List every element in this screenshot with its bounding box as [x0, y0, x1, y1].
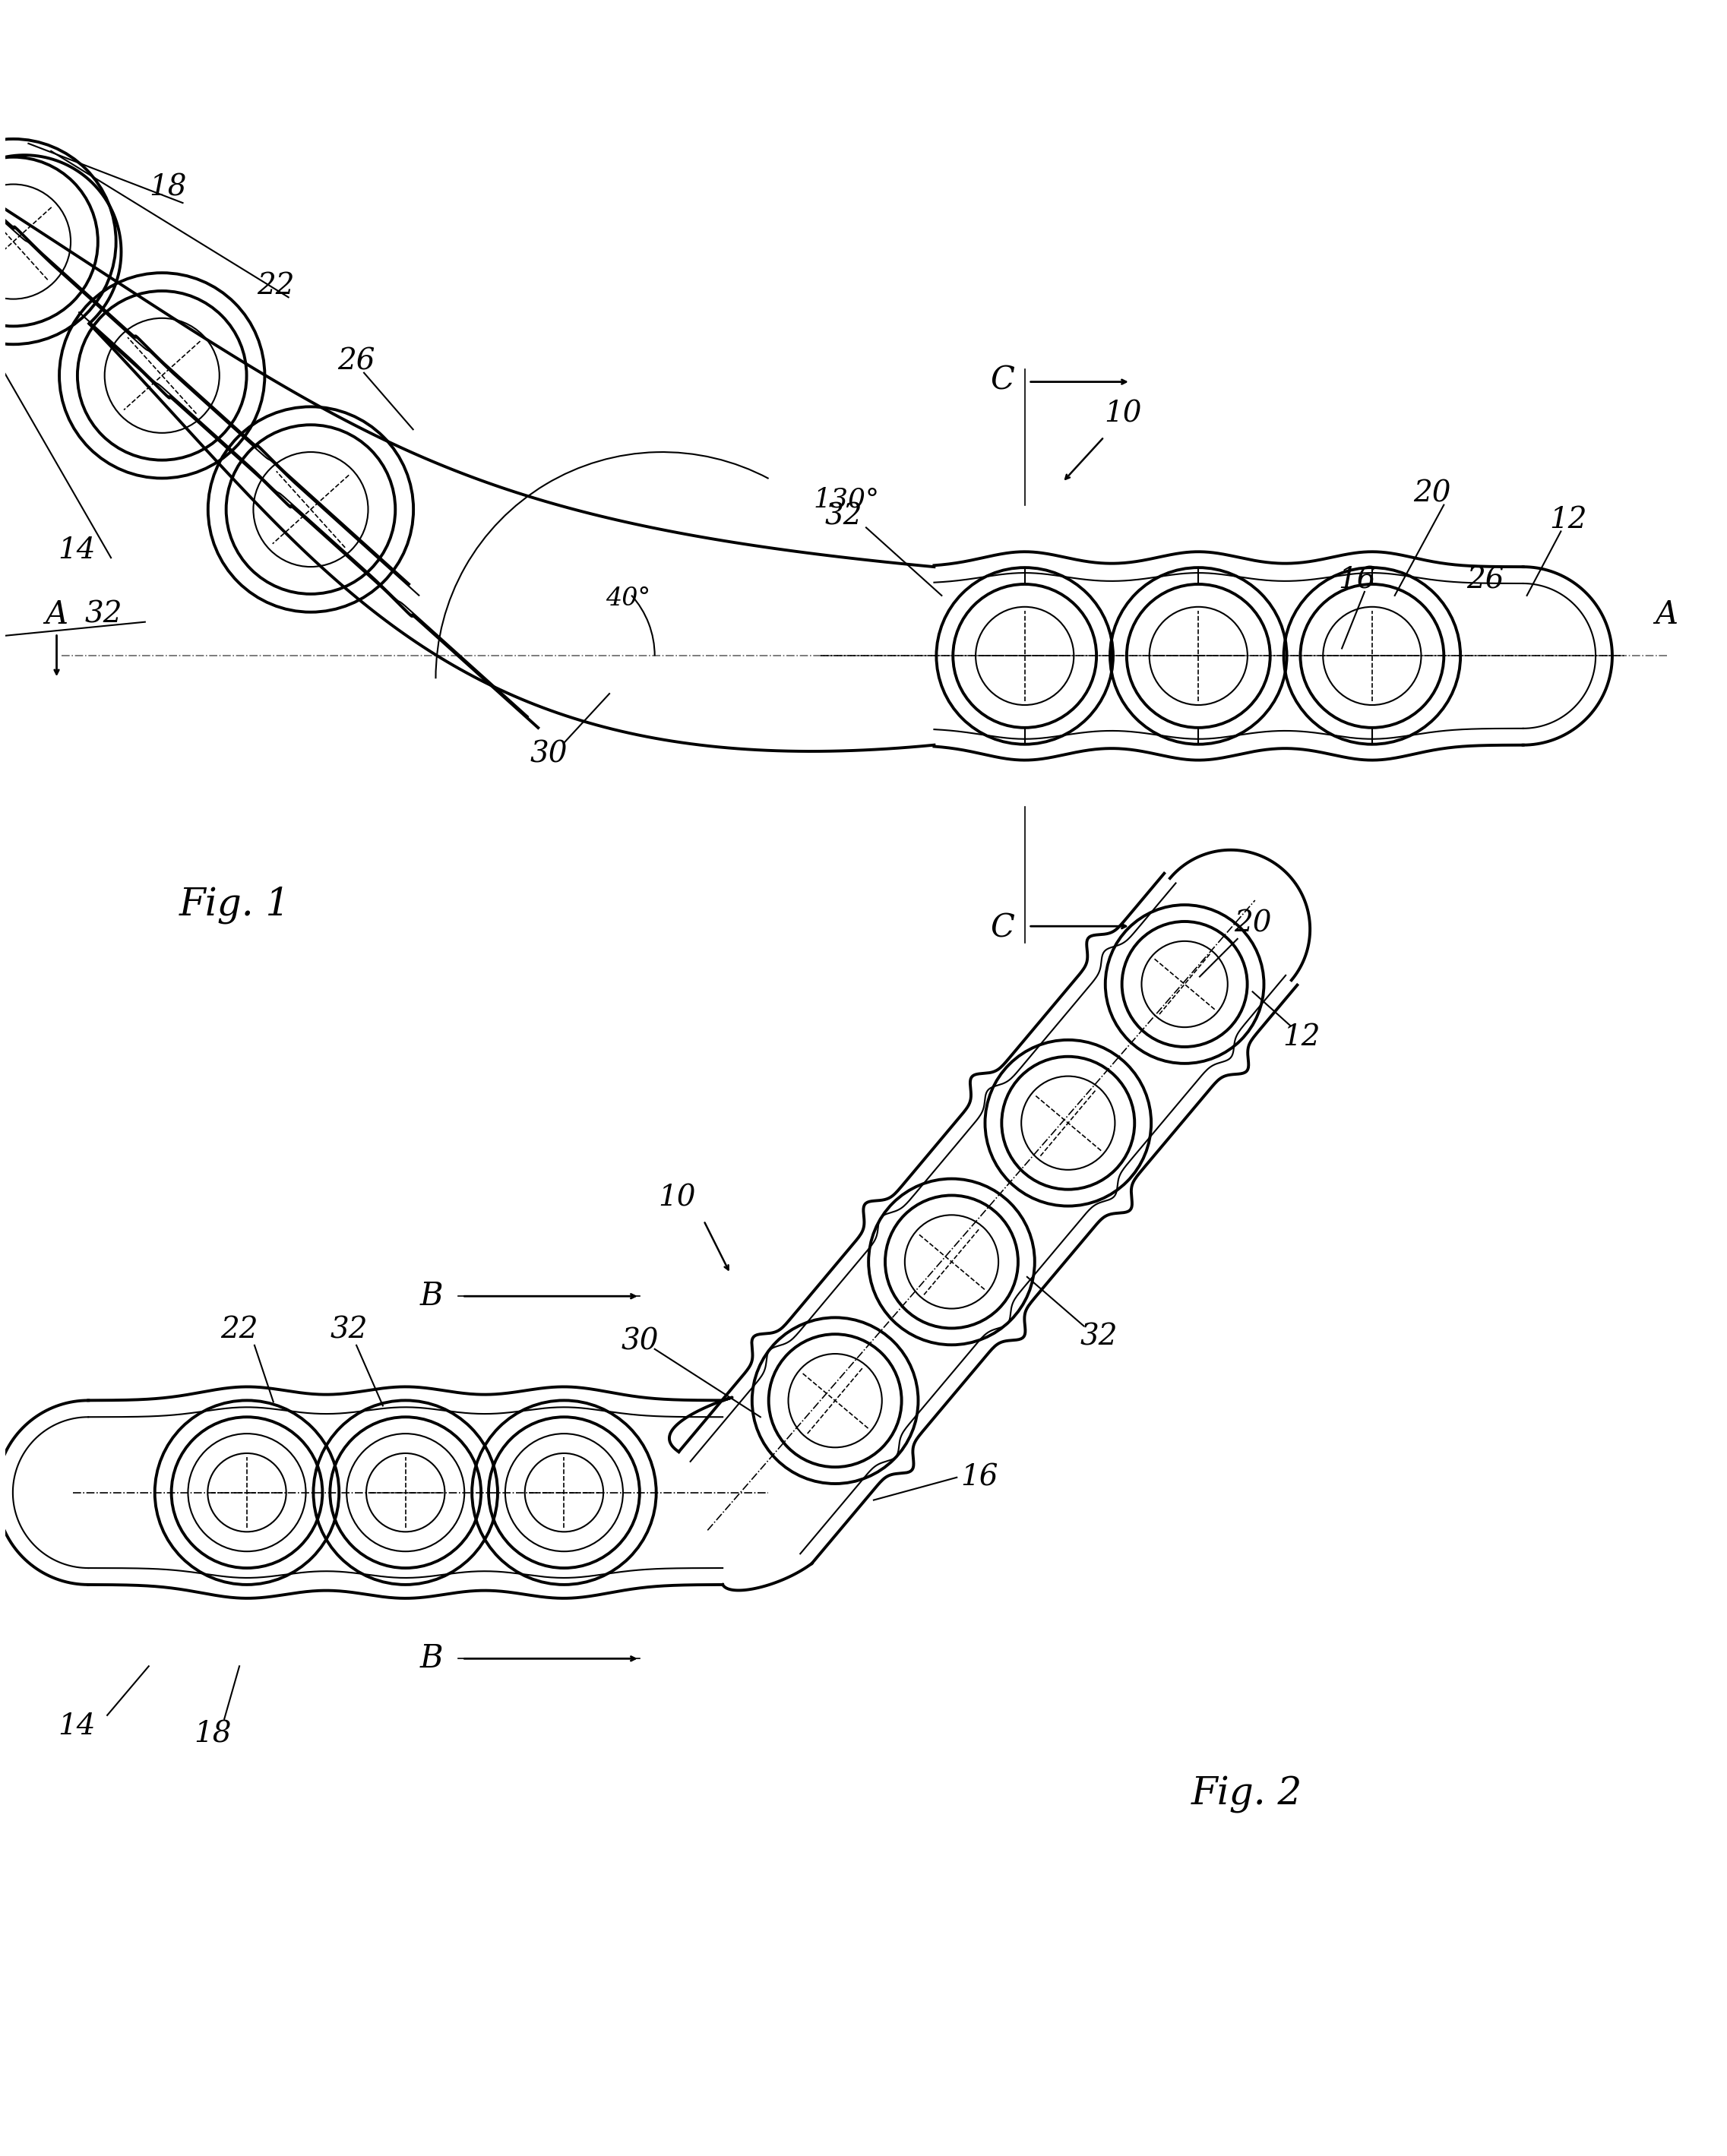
Text: 20: 20 [1233, 910, 1271, 938]
Text: 10: 10 [658, 1184, 696, 1212]
Text: 20: 20 [1414, 479, 1451, 507]
Text: 12: 12 [1549, 507, 1587, 535]
Text: 22: 22 [257, 272, 294, 300]
Text: A: A [45, 599, 67, 630]
Text: 18: 18 [149, 175, 187, 203]
Text: 26: 26 [1466, 567, 1504, 595]
Text: A: A [1654, 599, 1679, 630]
Text: 10: 10 [1104, 401, 1142, 429]
Text: 130°: 130° [813, 487, 879, 513]
Text: C: C [990, 912, 1014, 944]
Text: 40°: 40° [606, 586, 651, 610]
Text: 30: 30 [530, 740, 568, 768]
Text: B: B [420, 1281, 444, 1313]
Text: 32: 32 [330, 1315, 368, 1343]
Text: 22: 22 [221, 1315, 257, 1343]
Text: 14: 14 [59, 1712, 95, 1740]
Text: 32: 32 [826, 502, 862, 530]
Text: B: B [420, 1643, 444, 1675]
Text: Fig. 2: Fig. 2 [1192, 1777, 1302, 1813]
Text: 18: 18 [193, 1720, 231, 1749]
Text: 16: 16 [1338, 567, 1376, 595]
Text: 14: 14 [59, 537, 95, 565]
Text: C: C [990, 364, 1014, 397]
Text: 32: 32 [85, 599, 123, 627]
Text: Fig. 1: Fig. 1 [180, 886, 290, 925]
Text: 30: 30 [620, 1328, 658, 1356]
Text: 16: 16 [960, 1464, 998, 1492]
Text: 26: 26 [337, 347, 375, 375]
Text: 32: 32 [1079, 1324, 1117, 1352]
Text: 12: 12 [1283, 1022, 1321, 1052]
